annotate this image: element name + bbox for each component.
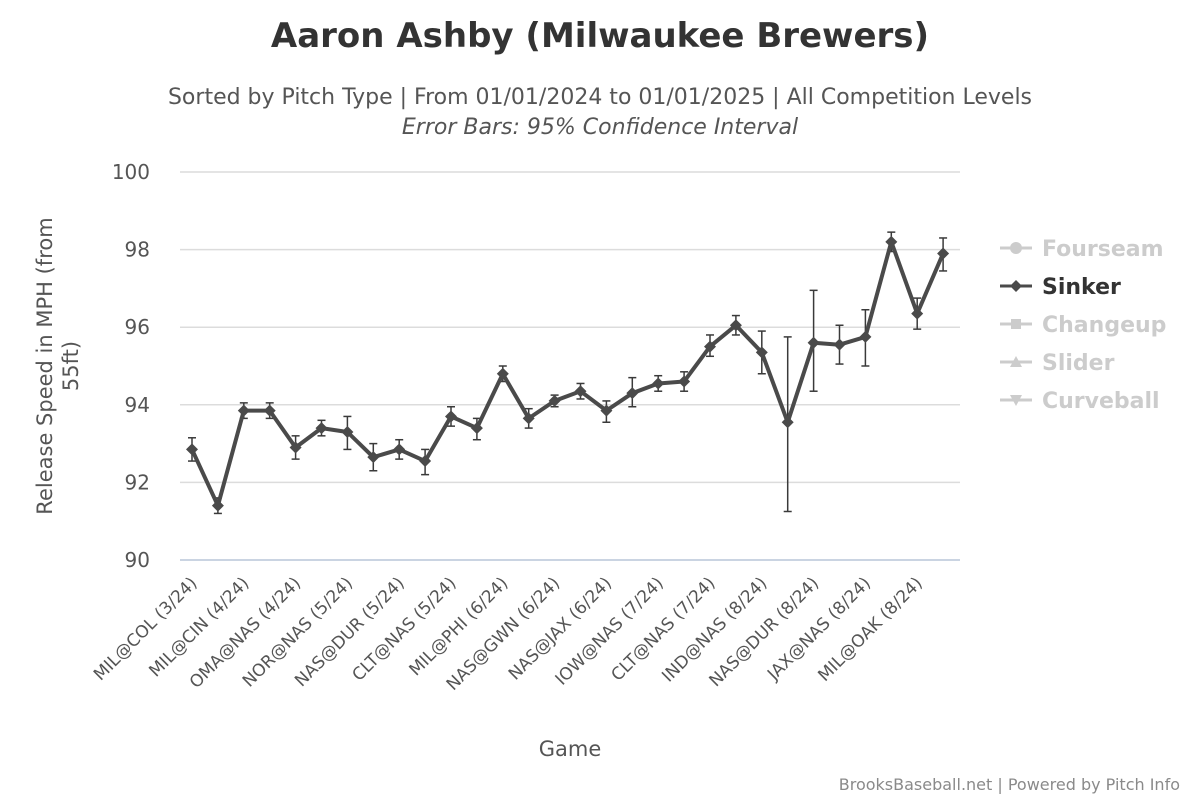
sinker-point [367, 451, 380, 464]
legend-label-sinker: Sinker [1042, 275, 1121, 300]
sinker-line [190, 239, 945, 508]
legend-label-slider: Slider [1042, 351, 1115, 376]
sinker-point [781, 416, 794, 429]
legend-marker-triangle-down [1010, 395, 1022, 406]
y-axis-title: Release Speed in MPH (from55ft) [33, 217, 83, 514]
y-tick-label: 96 [125, 315, 150, 339]
legend-label-curveball: Curveball [1042, 389, 1160, 414]
sinker-point [393, 443, 406, 456]
sinker-point [885, 235, 898, 248]
sinker-point [574, 385, 587, 398]
sinker-point [186, 443, 198, 456]
sinker-point [341, 425, 354, 438]
sinker-point [626, 387, 639, 400]
sinker-point [548, 394, 561, 407]
sinker-point [833, 338, 846, 351]
sinker-point [859, 330, 872, 343]
sinker-point [652, 377, 665, 390]
sinker-point [600, 404, 613, 417]
sinker-point [522, 412, 535, 425]
sinker-point [263, 404, 276, 417]
sinker-point [755, 346, 768, 359]
y-tick-label: 90 [125, 548, 150, 572]
chart-subtitle-error-bars: Error Bars: 95% Confidence Interval [402, 115, 798, 140]
sinker-point [470, 422, 483, 435]
gridlines [180, 171, 960, 561]
x-axis-title: Game [539, 737, 602, 761]
series-sinker [186, 235, 950, 512]
error-bars [188, 231, 948, 515]
x-axis-ticks: MIL@COL (3/24)MIL@CIN (4/24)OMA@NAS (4/2… [90, 573, 927, 694]
legend-label-changeup: Changeup [1042, 313, 1166, 338]
chart-subtitle: Sorted by Pitch Type | From 01/01/2024 t… [168, 85, 1032, 110]
sinker-point [315, 422, 328, 435]
legend-marker-diamond [1010, 280, 1022, 292]
sinker-point [937, 247, 950, 260]
sinker-point [807, 336, 820, 349]
sinker-point [911, 307, 924, 320]
sinker-point [496, 367, 509, 380]
sinker-point [289, 441, 302, 454]
sinker-point [704, 340, 716, 353]
credit-text: BrooksBaseball.net | Powered by Pitch In… [839, 775, 1180, 794]
legend: Fourseam Sinker Changeup Slider Curveball [1000, 237, 1166, 414]
legend-marker-circle [1010, 242, 1022, 254]
sinker-point [237, 404, 250, 417]
sinker-point [419, 455, 432, 468]
y-tick-label: 94 [125, 393, 150, 417]
legend-label-fourseam: Fourseam [1042, 237, 1164, 262]
y-tick-label: 100 [112, 160, 150, 184]
y-axis-ticks: 90 92 94 96 98 100 [112, 160, 150, 572]
sinker-point [678, 375, 691, 388]
y-tick-label: 98 [125, 238, 150, 262]
legend-marker-square [1011, 319, 1021, 329]
legend-marker-triangle [1010, 356, 1022, 367]
sinker-point [211, 499, 224, 512]
sinker-point [445, 410, 457, 423]
y-tick-label: 92 [125, 470, 150, 494]
chart-title: Aaron Ashby (Milwaukee Brewers) [271, 16, 929, 56]
sinker-point [729, 319, 742, 332]
